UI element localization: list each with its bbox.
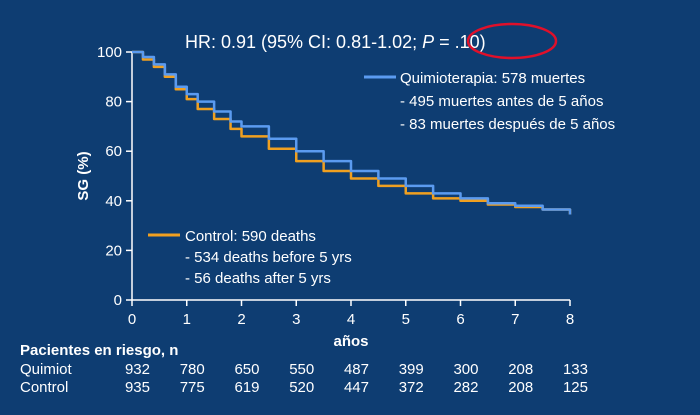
at-risk-value: 775	[180, 379, 205, 396]
x-tick-label: 7	[511, 311, 519, 328]
x-axis-label: años	[333, 333, 368, 350]
at-risk-row-label-control: Control	[20, 379, 68, 396]
title-p-value: = .10)	[434, 32, 486, 52]
at-risk-value: 780	[180, 361, 205, 378]
legend-control-note-2: - 56 deaths after 5 yrs	[185, 270, 331, 287]
y-axis-label: SG (%)	[75, 151, 92, 200]
chart-title: HR: 0.91 (95% CI: 0.81-1.02; P = .10)	[185, 32, 486, 52]
at-risk-value: 282	[453, 379, 478, 396]
legend-control-note-1: - 534 deaths before 5 yrs	[185, 249, 352, 266]
at-risk-value: 447	[344, 379, 369, 396]
legend-control-label: Control: 590 deaths	[185, 228, 316, 245]
at-risk-value: 133	[563, 361, 588, 378]
at-risk-value: 550	[289, 361, 314, 378]
x-tick-label: 3	[292, 311, 300, 328]
at-risk-value: 125	[563, 379, 588, 396]
legend-quimio-label: Quimioterapia: 578 muertes	[400, 70, 585, 87]
x-tick-label: 6	[456, 311, 464, 328]
at-risk-values: 932 780 650 550 487 399 300 208 133 935 775 619 520 4…	[125, 361, 588, 396]
x-ticks: 0 1 2 3 4 5 6 7 8	[128, 300, 574, 328]
x-tick-label: 8	[566, 311, 574, 328]
y-tick-label: 80	[105, 94, 122, 111]
at-risk-header: Pacientes en riesgo, n	[20, 342, 178, 359]
legend-quimio-note-2: - 83 muertes después de 5 años	[400, 116, 615, 133]
y-tick-label: 60	[105, 143, 122, 160]
y-tick-label: 100	[97, 44, 122, 61]
at-risk-value: 487	[344, 361, 369, 378]
at-risk-value: 399	[399, 361, 424, 378]
x-tick-label: 0	[128, 311, 136, 328]
title-hr-text: HR: 0.91 (95% CI: 0.81-1.02;	[185, 32, 422, 52]
y-ticks: 0 20 40 60 80 100	[97, 44, 132, 309]
at-risk-value: 300	[453, 361, 478, 378]
y-tick-label: 20	[105, 242, 122, 259]
title-p-italic: P	[422, 32, 434, 52]
at-risk-value: 619	[234, 379, 259, 396]
x-tick-label: 4	[347, 311, 355, 328]
at-risk-value: 372	[399, 379, 424, 396]
at-risk-value: 520	[289, 379, 314, 396]
x-tick-label: 5	[402, 311, 410, 328]
at-risk-value: 935	[125, 379, 150, 396]
legend-quimio-note-1: - 495 muertes antes de 5 años	[400, 93, 603, 110]
at-risk-value: 932	[125, 361, 150, 378]
series-line-quimioterapia	[132, 50, 572, 215]
series-group	[132, 50, 572, 215]
at-risk-row-label-quimiot: Quimiot	[20, 361, 73, 378]
y-tick-label: 40	[105, 193, 122, 210]
at-risk-value: 208	[508, 361, 533, 378]
at-risk-value: 208	[508, 379, 533, 396]
p-value-highlight-ellipse	[466, 22, 558, 60]
x-tick-label: 1	[183, 311, 191, 328]
x-tick-label: 2	[237, 311, 245, 328]
at-risk-value: 650	[234, 361, 259, 378]
y-tick-label: 0	[114, 292, 122, 309]
